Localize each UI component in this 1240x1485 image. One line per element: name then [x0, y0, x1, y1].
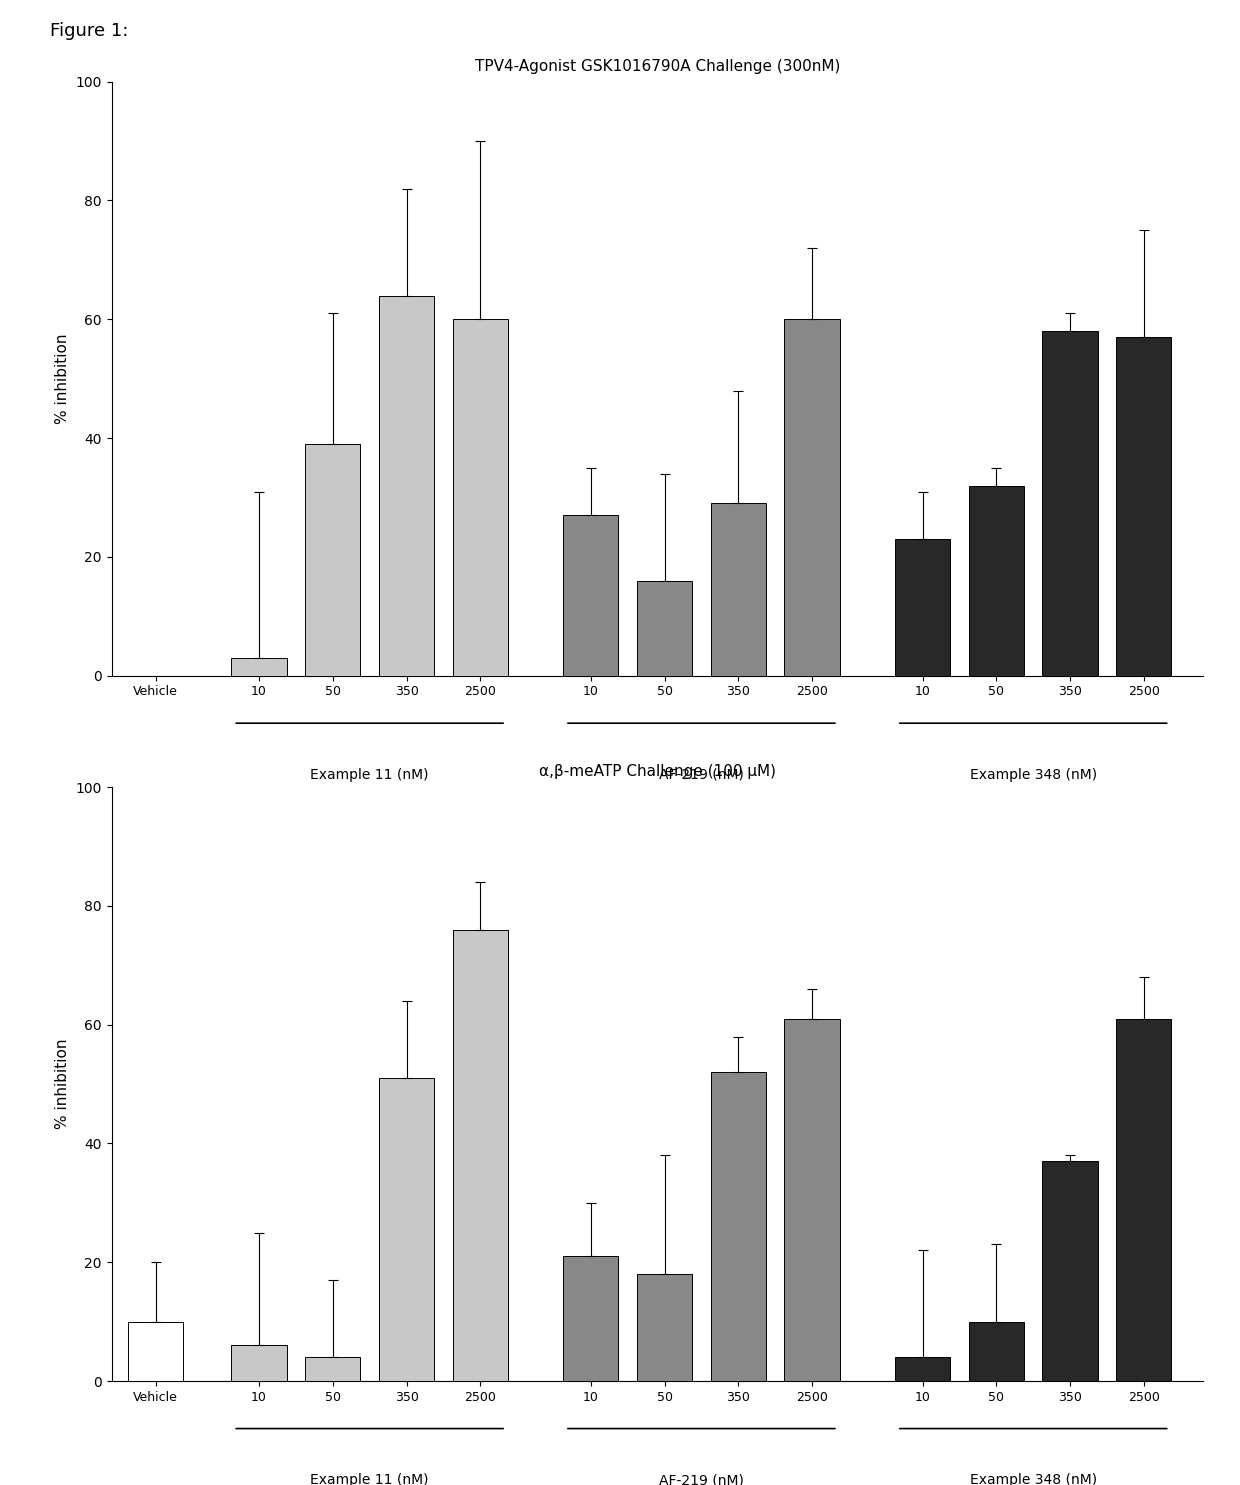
- Bar: [785, 1019, 839, 1381]
- Bar: [305, 444, 361, 676]
- Bar: [785, 319, 839, 676]
- Bar: [1043, 1161, 1097, 1381]
- Bar: [968, 1322, 1024, 1381]
- Text: AF-219 (nM): AF-219 (nM): [658, 1473, 744, 1485]
- Text: AF-219 (nM): AF-219 (nM): [658, 768, 744, 781]
- Bar: [305, 1357, 361, 1381]
- Bar: [453, 930, 508, 1381]
- Bar: [637, 1274, 692, 1381]
- Y-axis label: % inhibition: % inhibition: [55, 334, 69, 423]
- Bar: [1116, 337, 1172, 676]
- Bar: [1043, 331, 1097, 676]
- Bar: [232, 658, 286, 676]
- Bar: [637, 581, 692, 676]
- Bar: [453, 319, 508, 676]
- Y-axis label: % inhibition: % inhibition: [55, 1040, 69, 1129]
- Text: Example 348 (nM): Example 348 (nM): [970, 768, 1097, 781]
- Bar: [379, 296, 434, 676]
- Text: Example 348 (nM): Example 348 (nM): [970, 1473, 1097, 1485]
- Text: Example 11 (nM): Example 11 (nM): [310, 1473, 429, 1485]
- Bar: [968, 486, 1024, 676]
- Bar: [563, 515, 619, 676]
- Title: α,β-meATP Challenge (100 μM): α,β-meATP Challenge (100 μM): [538, 763, 776, 780]
- Text: Example 11 (nM): Example 11 (nM): [310, 768, 429, 781]
- Bar: [1116, 1019, 1172, 1381]
- Bar: [232, 1345, 286, 1381]
- Bar: [895, 539, 950, 676]
- Bar: [379, 1078, 434, 1381]
- Bar: [711, 503, 766, 676]
- Bar: [895, 1357, 950, 1381]
- Title: TPV4-Agonist GSK1016790A Challenge (300nM): TPV4-Agonist GSK1016790A Challenge (300n…: [475, 58, 839, 74]
- Bar: [563, 1256, 619, 1381]
- Bar: [128, 1322, 184, 1381]
- Text: Figure 1:: Figure 1:: [50, 22, 128, 40]
- Bar: [711, 1072, 766, 1381]
